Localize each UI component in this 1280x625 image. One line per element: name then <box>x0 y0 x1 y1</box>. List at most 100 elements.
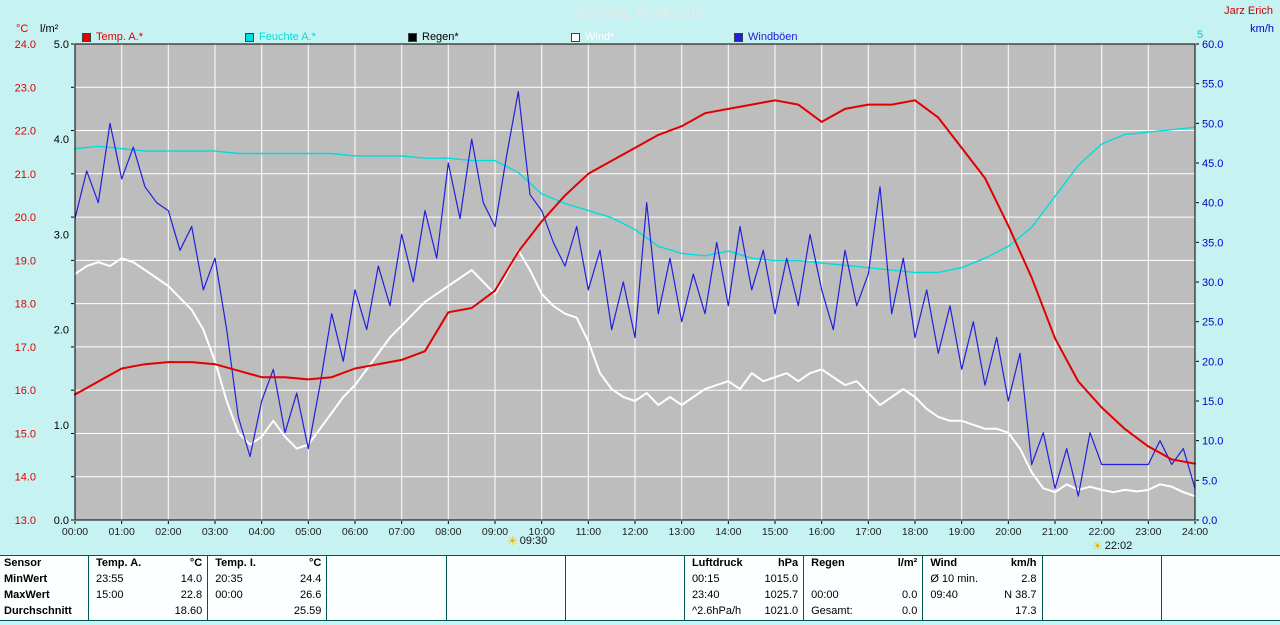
table-cell: 00:00 26.6 <box>207 588 326 604</box>
temp-axis-tick-label: 18.0 <box>15 299 36 311</box>
x-axis-tick-label: 07:00 <box>389 526 415 538</box>
temp-axis-tick-label: 13.0 <box>15 515 36 527</box>
temp-axis-tick-label: 22.0 <box>15 126 36 138</box>
page-title: Samstag, 06.08.2016 <box>575 5 705 20</box>
table-cell: 23:55 14.0 <box>88 572 207 588</box>
wind-axis-unit-label: km/h <box>1250 23 1274 35</box>
x-axis-tick-label: 17:00 <box>855 526 881 538</box>
x-axis-tick-label: 04:00 <box>249 526 275 538</box>
wind-axis-tick-label: 60.0 <box>1202 39 1223 51</box>
wind-axis-tick-label: 15.0 <box>1202 396 1223 408</box>
legend-label: Windböen <box>748 31 798 43</box>
table-cell <box>564 588 684 604</box>
humidity-axis-label: 5 <box>1197 29 1204 41</box>
temp-series-swatch-icon <box>82 32 91 42</box>
sun-marker-icon <box>1092 540 1103 552</box>
legend-label: Temp. A.* <box>96 31 144 43</box>
temp-axis-tick-label: 24.0 <box>15 39 36 51</box>
x-axis-tick-label: 01:00 <box>109 526 135 538</box>
station-name: Jarz Erich <box>1224 5 1273 17</box>
x-axis-tick-label: 15:00 <box>762 526 788 538</box>
temp-axis-tick-label: 20.0 <box>15 212 36 224</box>
table-cell <box>564 556 684 572</box>
table-cell: 18.60 <box>88 604 207 620</box>
event-marker-time: 09:30 <box>519 535 548 547</box>
rain-series-swatch-icon <box>408 32 417 42</box>
x-axis-tick-label: 14:00 <box>715 526 741 538</box>
x-axis-tick-label: 11:00 <box>576 526 602 538</box>
table-cell <box>1041 604 1161 620</box>
wind-series-swatch-icon <box>571 32 580 42</box>
x-axis-tick-label: 02:00 <box>155 526 181 538</box>
table-cell <box>1160 588 1280 604</box>
x-axis-tick-label: 12:00 <box>622 526 648 538</box>
wind-axis-tick-label: 45.0 <box>1202 158 1223 170</box>
table-cell <box>326 572 445 588</box>
temp-axis-tick-label: 23.0 <box>15 82 36 94</box>
table-cell: Temp. A. °C <box>88 556 207 572</box>
gusts-series-line <box>74 90 1196 497</box>
x-axis-tick-label: 05:00 <box>295 526 321 538</box>
legend-label: Regen* <box>422 31 459 43</box>
table-cell <box>326 604 445 620</box>
wind-axis-tick-label: 5.0 <box>1202 475 1217 487</box>
x-axis-tick-label: 24:00 <box>1182 526 1208 538</box>
table-cell: Temp. I. °C <box>207 556 326 572</box>
x-axis-tick-label: 13:00 <box>669 526 695 538</box>
table-cell <box>445 604 565 620</box>
table-cell <box>1041 556 1161 572</box>
table-row-label: Durchschnitt <box>4 605 72 617</box>
x-axis-tick-label: 16:00 <box>809 526 835 538</box>
x-axis-tick-label: 00:00 <box>62 526 88 538</box>
legend-item-rain: Regen* <box>408 31 571 43</box>
temp-series-line <box>74 99 1196 465</box>
temp-axis-tick-label: 15.0 <box>15 428 36 440</box>
table-cell <box>1041 572 1161 588</box>
table-cell: Ø 10 min. 2.8 <box>922 572 1041 588</box>
table-cell <box>326 556 445 572</box>
table-cell: Luftdruck hPa <box>683 556 803 572</box>
wind-series-line <box>74 249 1196 498</box>
table-cell: 17.3 <box>922 604 1041 620</box>
wind-axis-tick-label: 55.0 <box>1202 79 1223 91</box>
event-marker-morning: 09:30 <box>507 535 548 547</box>
humidity-series-swatch-icon <box>245 32 254 42</box>
table-cell: 20:35 24.4 <box>207 572 326 588</box>
legend-label: Feuchte A.* <box>259 31 316 43</box>
table-cell: 25.59 <box>207 604 326 620</box>
temp-axis-tick-label: 14.0 <box>15 472 36 484</box>
table-cell: 00:15 1015.0 <box>683 572 803 588</box>
table-cell: 23:40 1025.7 <box>683 588 803 604</box>
rain-axis-unit-label: l/m² <box>40 23 59 35</box>
wind-axis-tick-label: 35.0 <box>1202 237 1223 249</box>
x-axis-tick-label: 18:00 <box>902 526 928 538</box>
table-row-label: MaxWert <box>4 589 50 601</box>
table-cell <box>564 604 684 620</box>
table-cell <box>326 588 445 604</box>
chart-legend: Temp. A.* Feuchte A.* Regen* Wind* Windb… <box>82 31 897 43</box>
gusts-series-swatch-icon <box>734 32 743 42</box>
table-cell: 00:00 0.0 <box>803 588 922 604</box>
rain-axis-tick-label: 0.0 <box>54 515 69 527</box>
table-cell: 09:40 N 38.7 <box>922 588 1041 604</box>
table-cell <box>445 556 565 572</box>
wind-axis-tick-label: 30.0 <box>1202 277 1223 289</box>
table-cell <box>445 588 565 604</box>
temp-axis-tick-label: 19.0 <box>15 255 36 267</box>
x-axis-tick-label: 10:00 <box>529 526 555 538</box>
table-cell: 15:00 22.8 <box>88 588 207 604</box>
table-cell <box>564 572 684 588</box>
table-cell <box>445 572 565 588</box>
sensor-statistics-table: Sensor Temp. A. °C Temp. I. °C Luftdruck hPa Re… <box>0 555 1280 621</box>
x-axis-tick-label: 22:00 <box>1089 526 1115 538</box>
legend-item-wind: Wind* <box>571 31 734 43</box>
x-axis-tick-label: 19:00 <box>949 526 975 538</box>
rain-axis-tick-label: 2.0 <box>54 325 69 337</box>
table-cell <box>1160 556 1280 572</box>
wind-axis-tick-label: 25.0 <box>1202 317 1223 329</box>
wind-axis-tick-label: 0.0 <box>1202 515 1217 527</box>
rain-axis-tick-label: 5.0 <box>54 39 69 51</box>
event-marker-evening: 22:02 <box>1092 540 1133 552</box>
sensor-statistics-grid: Sensor Temp. A. °C Temp. I. °C Luftdruck hPa Re… <box>0 556 1280 620</box>
